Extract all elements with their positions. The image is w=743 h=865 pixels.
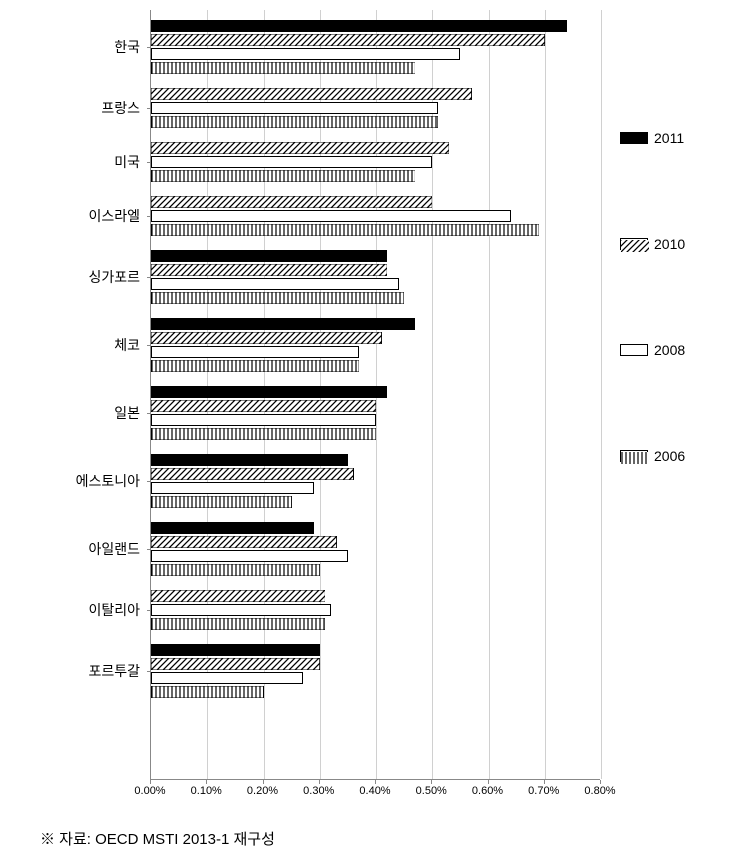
bar-y2006 xyxy=(151,564,320,576)
bar-y2008 xyxy=(151,550,348,562)
legend-item-y2006: 2006 xyxy=(620,448,710,464)
bar-y2011 xyxy=(151,386,387,398)
chart-container: 2011 2010 2008 2006 0.00% 0.10% 0.20% 0.30% 0.4… xyxy=(20,10,720,810)
bar-y2011 xyxy=(151,250,387,262)
legend-swatch xyxy=(620,132,648,144)
legend-item-y2011: 2011 xyxy=(620,130,710,146)
bar-y2010 xyxy=(151,264,387,276)
bar-y2006 xyxy=(151,292,404,304)
bar-y2011 xyxy=(151,454,348,466)
bar-y2010 xyxy=(151,536,337,548)
legend-label: 2006 xyxy=(654,448,685,464)
bar-y2008 xyxy=(151,210,511,222)
bar-y2008 xyxy=(151,414,376,426)
bar-y2010 xyxy=(151,400,376,412)
bar-y2008 xyxy=(151,48,460,60)
category-label: 미국 xyxy=(20,152,140,172)
legend-swatch xyxy=(620,238,648,250)
bar-y2010 xyxy=(151,34,545,46)
bar-y2010 xyxy=(151,142,449,154)
bar-y2008 xyxy=(151,156,432,168)
category-label: 이스라엘 xyxy=(20,206,140,226)
bar-y2008 xyxy=(151,672,303,684)
plot-area xyxy=(150,10,600,780)
x-axis-tick-label: 0.70% xyxy=(528,785,559,797)
bar-y2010 xyxy=(151,590,325,602)
x-axis-tick-label: 0.20% xyxy=(247,785,278,797)
bar-y2006 xyxy=(151,428,376,440)
bar-y2008 xyxy=(151,102,438,114)
bar-y2011 xyxy=(151,644,320,656)
bar-y2006 xyxy=(151,360,359,372)
category-label: 포르투갈 xyxy=(20,661,140,681)
bar-y2010 xyxy=(151,658,320,670)
x-axis-tick-label: 0.60% xyxy=(472,785,503,797)
bar-y2006 xyxy=(151,618,325,630)
bar-y2010 xyxy=(151,332,382,344)
bar-y2006 xyxy=(151,170,415,182)
bar-y2011 xyxy=(151,20,567,32)
bar-y2006 xyxy=(151,224,539,236)
legend-swatch xyxy=(620,450,648,462)
legend-label: 2011 xyxy=(654,130,684,146)
bar-y2008 xyxy=(151,278,399,290)
legend-label: 2010 xyxy=(654,236,685,252)
category-label: 일본 xyxy=(20,403,140,423)
x-axis-tick-label: 0.50% xyxy=(416,785,447,797)
legend-item-y2008: 2008 xyxy=(620,342,710,358)
x-axis-tick-label: 0.80% xyxy=(584,785,615,797)
bar-y2011 xyxy=(151,522,314,534)
bar-y2008 xyxy=(151,482,314,494)
category-label: 아일랜드 xyxy=(20,539,140,559)
category-label: 에스토니아 xyxy=(20,471,140,491)
source-note: ※ 자료: OECD MSTI 2013-1 재구성 xyxy=(40,828,275,849)
legend-item-y2010: 2010 xyxy=(620,236,710,252)
x-axis-tick-label: 0.30% xyxy=(303,785,334,797)
bar-y2006 xyxy=(151,496,292,508)
category-label: 한국 xyxy=(20,37,140,57)
x-axis-tick-label: 0.00% xyxy=(134,785,165,797)
bar-y2010 xyxy=(151,196,432,208)
legend-label: 2008 xyxy=(654,342,685,358)
x-axis-tick-label: 0.10% xyxy=(191,785,222,797)
bar-y2010 xyxy=(151,468,354,480)
category-label: 체코 xyxy=(20,335,140,355)
x-axis-tick-label: 0.40% xyxy=(359,785,390,797)
legend: 2011 2010 2008 2006 xyxy=(620,130,710,554)
category-label: 프랑스 xyxy=(20,98,140,118)
bar-y2010 xyxy=(151,88,472,100)
bar-y2006 xyxy=(151,686,264,698)
bar-y2008 xyxy=(151,604,331,616)
bar-y2011 xyxy=(151,318,415,330)
category-label: 이탈리아 xyxy=(20,600,140,620)
legend-swatch xyxy=(620,344,648,356)
bar-y2006 xyxy=(151,116,438,128)
bar-y2008 xyxy=(151,346,359,358)
bar-y2006 xyxy=(151,62,415,74)
category-label: 싱가포르 xyxy=(20,267,140,287)
